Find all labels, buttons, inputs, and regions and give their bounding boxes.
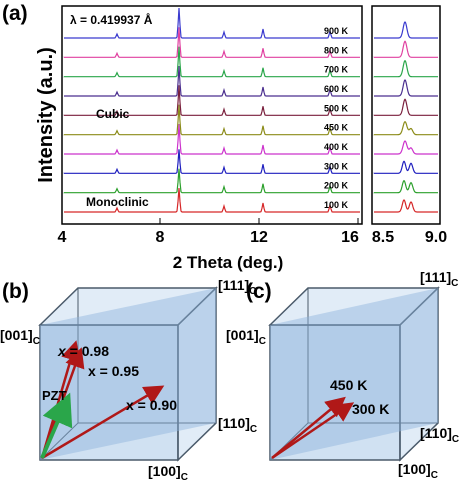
cube-b — [38, 286, 218, 462]
main-plot-frame — [61, 5, 363, 225]
trace-900-K — [64, 7, 360, 39]
zoom-plot-frame — [371, 5, 441, 225]
zoom-traces — [373, 21, 438, 213]
zoom-trace-700-K — [373, 59, 438, 78]
zoom-trace-800-K — [373, 40, 438, 58]
axis-001-b: [001]C — [0, 327, 40, 347]
zoom-trace-100-K — [374, 199, 438, 213]
trace-500-K — [63, 85, 360, 116]
panel-a-label: (a) — [2, 2, 28, 25]
temperature-labels: 100 K 200 K 300 K 400 K 450 K 500 K 600 K 700 K… — [324, 26, 349, 210]
main-traces — [63, 7, 360, 213]
zoom-trace-500-K — [373, 98, 438, 116]
wavelength-label: λ = 0.419937 Å — [70, 12, 153, 27]
temp-label-600-K: 600 K — [324, 84, 349, 94]
trace-450-K — [63, 104, 360, 136]
axis-111-b: [111]C — [218, 277, 256, 297]
zoom-trace-400-K — [374, 140, 438, 155]
axis-110-c: [110]C — [420, 425, 459, 445]
axis-110-b: [110]C — [218, 415, 257, 435]
temp-label-700-K: 700 K — [324, 65, 349, 75]
temp-label-300-K: 300 K — [324, 161, 349, 171]
phase-cubic-label: Cubic — [96, 107, 130, 121]
temp-label-800-K: 800 K — [324, 45, 349, 55]
trace-400-K — [64, 123, 360, 155]
x-tick-12: 12 — [250, 229, 268, 246]
vectors-c — [271, 396, 355, 460]
vector-label-pzt: PZT — [42, 388, 67, 403]
zoom-trace-200-K — [373, 179, 438, 194]
panel-c-label: (c) — [246, 280, 272, 303]
x-tick-9-0: 9.0 — [425, 229, 447, 246]
axis-100-b: [100]C — [148, 463, 188, 481]
trace-700-K — [63, 46, 360, 78]
cube-c — [268, 286, 440, 462]
temp-label-400-K: 400 K — [324, 142, 349, 152]
x-tick-16: 16 — [341, 229, 359, 246]
temp-label-500-K: 500 K — [324, 103, 349, 113]
axis-111-c: [111]C — [420, 269, 458, 289]
vectors-b — [40, 340, 165, 460]
x-tick-8: 8 — [156, 229, 165, 246]
axis-100-c: [100]C — [398, 461, 438, 481]
vector-label-300k: 300 K — [352, 401, 389, 417]
vector-label-450k: 450 K — [330, 377, 367, 393]
vector-label-090: x = 0.90 — [126, 397, 177, 413]
trace-300-K — [63, 149, 360, 174]
x-ticks-main — [61, 218, 359, 224]
temp-label-900-K: 900 K — [324, 26, 349, 36]
axis-001-c: [001]C — [226, 327, 266, 347]
trace-800-K — [63, 27, 360, 58]
trace-100-K — [64, 187, 360, 213]
x-axis-label: 2 Theta (deg.) — [173, 253, 284, 272]
x-tick-8-5: 8.5 — [372, 229, 394, 246]
x-tick-4: 4 — [58, 229, 67, 246]
temp-label-450-K: 450 K — [324, 123, 349, 133]
trace-200-K — [63, 168, 360, 194]
temp-label-100-K: 100 K — [324, 200, 349, 210]
vector-label-098: x = 0.98 — [57, 343, 109, 359]
y-axis-label: Intensity (a.u.) — [35, 47, 57, 183]
vector-label-095: x = 0.95 — [88, 363, 139, 379]
trace-600-K — [64, 65, 360, 97]
phase-monoclinic-label: Monoclinic — [86, 195, 149, 209]
panel-b-label: (b) — [2, 280, 29, 303]
temp-label-200-K: 200 K — [324, 181, 349, 191]
zoom-trace-600-K — [374, 79, 438, 97]
zoom-trace-900-K — [374, 21, 438, 39]
zoom-trace-450-K — [373, 120, 438, 136]
zoom-trace-300-K — [373, 160, 438, 174]
